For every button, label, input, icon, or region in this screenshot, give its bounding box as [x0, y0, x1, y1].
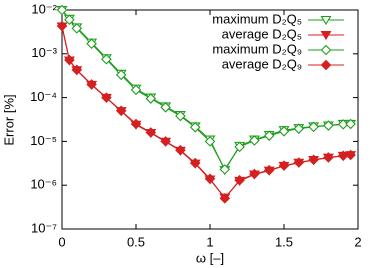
- marker: [263, 130, 275, 141]
- marker: [64, 14, 75, 25]
- marker: [160, 136, 171, 147]
- marker: [204, 136, 216, 147]
- marker: [249, 135, 260, 146]
- marker: [323, 152, 334, 163]
- marker: [71, 23, 83, 34]
- marker: [219, 193, 231, 204]
- marker: [345, 118, 356, 130]
- y-tick-label: 10⁻²: [31, 1, 57, 16]
- plot-frame: [61, 9, 359, 230]
- marker: [86, 79, 97, 90]
- legend-marker: [320, 30, 332, 41]
- x-tick-label: 1: [206, 234, 213, 249]
- marker: [308, 154, 319, 166]
- legend-label: average D₂Q₉: [222, 56, 302, 71]
- marker: [56, 4, 68, 16]
- legend-label: maximum D₂Q₉: [212, 41, 302, 56]
- legend-label: average D₂Q₅: [222, 26, 302, 41]
- legend-marker: [320, 15, 332, 26]
- y-tick-label: 10⁻⁷: [31, 220, 57, 235]
- y-axis-label: Error [%]: [1, 94, 16, 145]
- marker: [71, 64, 83, 76]
- marker: [130, 118, 142, 130]
- series-line: [61, 26, 351, 199]
- legend-marker: [320, 59, 332, 71]
- marker: [278, 126, 290, 137]
- x-tick-label: 0.5: [127, 234, 145, 249]
- x-axis-label: ω [–]: [196, 250, 224, 265]
- marker: [308, 121, 319, 133]
- marker: [175, 110, 186, 122]
- marker: [175, 144, 186, 156]
- legend-marker: [320, 44, 332, 56]
- marker: [145, 93, 157, 104]
- marker: [249, 168, 260, 180]
- marker: [293, 157, 305, 168]
- marker: [323, 120, 334, 131]
- marker: [189, 157, 201, 169]
- marker: [145, 127, 157, 138]
- marker: [293, 123, 305, 134]
- marker: [204, 173, 216, 185]
- y-tick-label: 10⁻⁶: [30, 177, 57, 192]
- series-line: [61, 9, 351, 172]
- y-tick-label: 10⁻⁴: [30, 89, 57, 104]
- marker: [219, 164, 231, 175]
- marker: [101, 53, 112, 65]
- series-line: [61, 25, 351, 200]
- series-line: [61, 9, 351, 171]
- marker: [115, 69, 127, 81]
- marker: [263, 164, 275, 176]
- x-tick-label: 0: [58, 234, 65, 249]
- marker: [86, 38, 97, 49]
- marker: [278, 160, 290, 171]
- y-tick-label: 10⁻⁵: [30, 133, 57, 148]
- legend-label: maximum D₂Q₅: [212, 11, 302, 26]
- marker: [160, 102, 171, 113]
- marker: [345, 149, 356, 161]
- y-tick-label: 10⁻³: [31, 45, 57, 60]
- marker: [234, 174, 245, 186]
- marker: [101, 92, 112, 103]
- marker: [64, 54, 75, 66]
- marker: [115, 105, 127, 117]
- marker: [130, 84, 142, 96]
- marker: [56, 20, 68, 32]
- marker: [337, 119, 349, 130]
- marker: [234, 141, 245, 153]
- x-tick-label: 1.5: [275, 234, 293, 249]
- marker: [189, 122, 201, 133]
- x-tick-label: 2: [354, 234, 361, 249]
